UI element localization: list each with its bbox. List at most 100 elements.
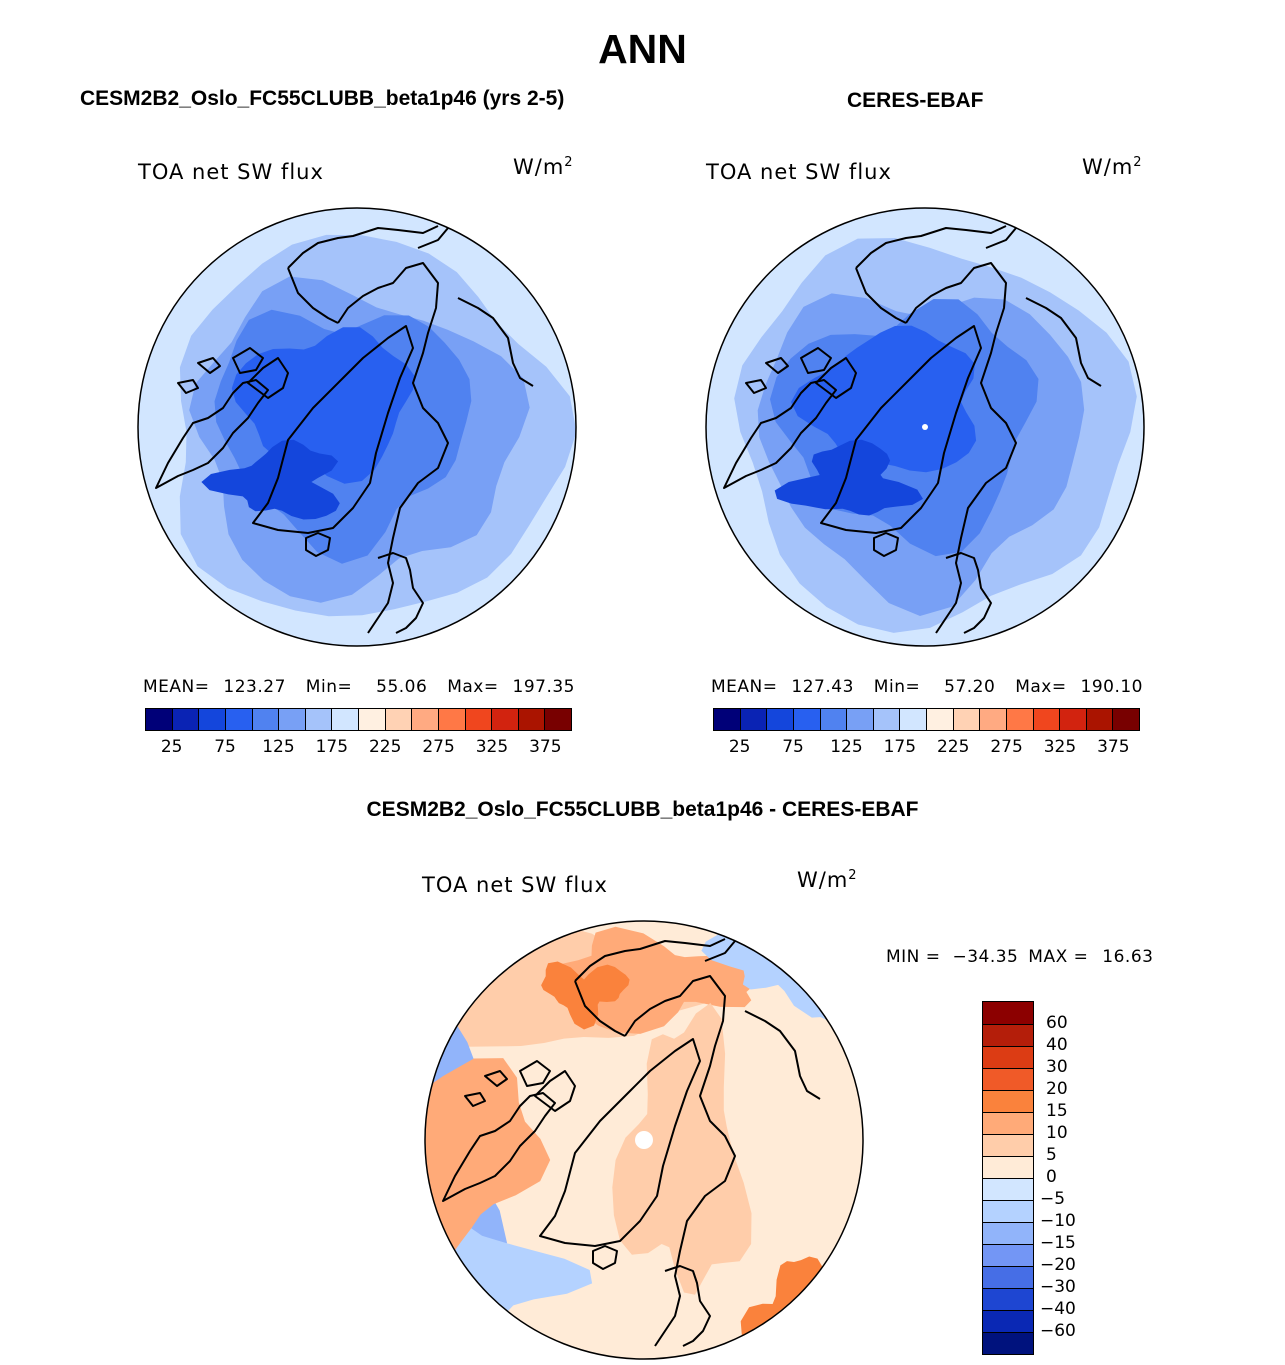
colorbar-swatch — [740, 709, 768, 730]
map-boundary — [424, 920, 864, 1360]
contour-region — [201, 439, 340, 520]
colorbar-tick-label: 325 — [475, 737, 509, 757]
coastline — [484, 1070, 508, 1087]
coastline — [457, 297, 534, 387]
colorbar-tick-label: 5 — [1046, 1145, 1057, 1165]
min-value: −34.35 — [952, 947, 1019, 967]
colorbar-tick-label: 25 — [728, 737, 751, 757]
stats-obs: MEAN= 127.43 Min= 57.20 Max= 190.10 — [711, 677, 1143, 697]
map-boundary — [137, 207, 577, 647]
colorbar-tick-label: 40 — [1046, 1035, 1068, 1055]
case-title-model: CESM2B2_Oslo_FC55CLUBB_beta1p46 (yrs 2-5… — [80, 87, 565, 110]
colorbar-swatch — [279, 709, 306, 730]
colorbar-tick-label: 325 — [1043, 737, 1077, 757]
colorbar-swatch — [793, 709, 821, 730]
min-value: 57.20 — [944, 677, 996, 697]
colorbar-tick-label: 375 — [1097, 737, 1130, 757]
coastline — [765, 357, 789, 374]
coastline — [377, 552, 424, 634]
coastline — [534, 1070, 576, 1112]
contour-region — [541, 961, 630, 1030]
colorbar-swatch — [225, 709, 253, 730]
colorbar-swatch — [983, 1332, 1033, 1354]
colorbar-swatch — [412, 709, 439, 730]
coastline — [945, 552, 992, 634]
pole-missing-data — [922, 424, 928, 430]
case-title-obs: CERES-EBAF — [847, 89, 984, 112]
coastline — [197, 357, 221, 374]
coastline — [905, 262, 1017, 634]
colorbar-ticks-obs: 25 75 125 175 225 275 325 375 — [713, 737, 1140, 759]
colorbar-tick-label: 275 — [422, 737, 455, 757]
colorbar-swatch — [983, 1310, 1033, 1332]
coastline — [464, 1092, 486, 1107]
colorbar-swatch — [714, 709, 741, 730]
units-model: W/m2 — [513, 155, 574, 179]
coastline — [723, 379, 837, 489]
colorbar-swatch — [983, 1002, 1033, 1024]
colorbar-tick-label: 25 — [160, 737, 183, 757]
colorbar-swatch — [983, 1156, 1033, 1178]
max-label: Max= — [447, 677, 499, 697]
mean-value: 123.27 — [223, 677, 286, 697]
max-value: 16.63 — [1102, 947, 1154, 967]
pole-missing-data — [635, 1131, 653, 1149]
colorbar-swatch — [847, 709, 874, 730]
colorbar-tick-label: 175 — [883, 737, 917, 757]
stats-model: MEAN= 123.27 Min= 55.06 Max= 197.35 — [143, 677, 575, 697]
colorbar-swatch — [983, 1112, 1033, 1134]
colorbar-ticks-diff: 60 40 30 20 15 10 5 0 −5 −10 −15 −20 −30 −40 −60 — [1040, 1001, 1100, 1355]
coastline — [855, 225, 1007, 269]
polar-map-diff — [424, 920, 864, 1360]
coastline — [624, 975, 736, 1347]
units-obs: W/m2 — [1082, 155, 1143, 179]
min-label: Min= — [305, 677, 353, 697]
colorbar-obs — [713, 708, 1140, 731]
colorbar-tick-label: 75 — [214, 737, 236, 757]
colorbar-swatch — [983, 1244, 1033, 1266]
colorbar-swatch — [252, 709, 280, 730]
coastline — [745, 379, 767, 394]
colorbar-tick-label: 20 — [1046, 1079, 1068, 1099]
stats-diff: MIN = −34.35 MAX = 16.63 — [886, 947, 1153, 967]
contour-region — [791, 325, 977, 473]
coastline — [664, 1265, 711, 1347]
colorbar-tick-label: 10 — [1046, 1123, 1068, 1143]
colorbar-swatch — [332, 709, 359, 730]
colorbar-swatch — [767, 709, 794, 730]
colorbar-swatch — [1113, 709, 1139, 730]
polar-map-obs — [705, 207, 1145, 647]
colorbar-swatch — [1086, 709, 1114, 730]
mean-label: MEAN= — [143, 677, 210, 697]
colorbar-swatch — [980, 709, 1007, 730]
colorbar-swatch — [1033, 709, 1061, 730]
colorbar-swatch — [927, 709, 954, 730]
colorbar-model — [145, 708, 572, 731]
colorbar-tick-label: 75 — [782, 737, 804, 757]
max-value: 190.10 — [1080, 677, 1143, 697]
coastline — [287, 225, 439, 269]
colorbar-tick-label: −5 — [1040, 1189, 1066, 1209]
colorbar-swatch — [545, 709, 571, 730]
coastline — [337, 262, 449, 634]
coastline — [800, 347, 832, 374]
colorbar-tick-label: −10 — [1040, 1211, 1076, 1231]
coastline — [574, 938, 726, 982]
coastline — [252, 325, 414, 534]
contour-region — [774, 439, 923, 516]
colorbar-tick-label: −60 — [1040, 1321, 1076, 1341]
case-title-diff: CESM2B2_Oslo_FC55CLUBB_beta1p46 - CERES-… — [366, 798, 919, 821]
colorbar-swatch — [983, 1024, 1033, 1046]
units-diff: W/m2 — [797, 868, 858, 892]
colorbar-swatch — [983, 1266, 1033, 1288]
colorbar-swatch — [385, 709, 413, 730]
panel-label-diff: TOA net SW flux — [422, 873, 608, 897]
panel-label-model: TOA net SW flux — [138, 160, 324, 184]
map-boundary — [705, 207, 1145, 647]
colorbar-tick-label: 125 — [830, 737, 863, 757]
coastline — [873, 532, 899, 557]
min-label: MIN = — [886, 947, 941, 967]
coastline — [287, 267, 339, 324]
colorbar-swatch — [492, 709, 519, 730]
max-label: MAX = — [1028, 947, 1089, 967]
